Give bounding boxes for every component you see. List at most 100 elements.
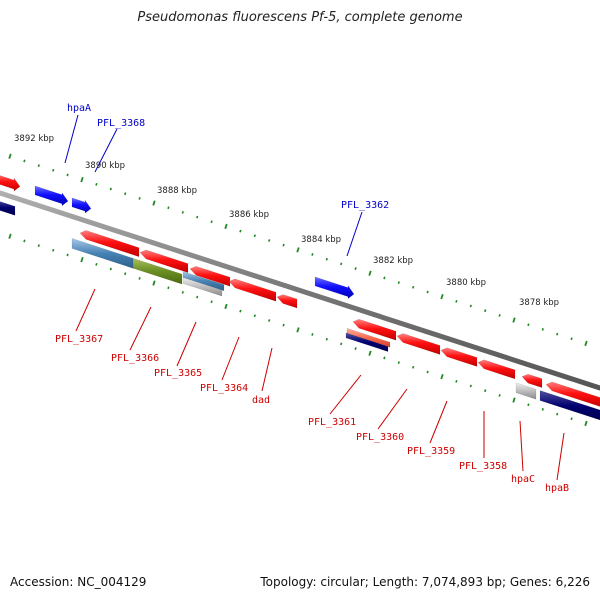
tick-row-outer	[8, 153, 588, 347]
gene-label-PFL_3362[interactable]: PFL_3362	[341, 200, 389, 211]
tick-row-inner	[8, 233, 588, 427]
gene-label-PFL_3365[interactable]: PFL_3365	[154, 368, 202, 379]
gene-PFL_3361-domain	[346, 327, 391, 348]
gene-label-PFL_3358[interactable]: PFL_3358	[459, 461, 507, 472]
minor-tick	[109, 187, 112, 191]
gene-label-hpaC[interactable]: hpaC	[511, 474, 535, 485]
minor-tick	[570, 417, 573, 421]
genome-backbone	[0, 190, 600, 391]
minor-tick	[325, 337, 328, 341]
gene-dad[interactable]	[276, 294, 298, 309]
gene-PFL_3367[interactable]	[79, 230, 140, 258]
label-connector-PFL_3366	[129, 306, 152, 351]
major-tick	[584, 420, 588, 427]
gene-hpaC-domain	[515, 382, 537, 400]
minor-tick	[498, 313, 501, 317]
gene-PFL_3365[interactable]	[182, 277, 223, 297]
label-connector-PFL_3365	[176, 321, 197, 367]
minor-tick	[282, 243, 285, 247]
scale-label: 3892 kbp	[14, 134, 54, 144]
minor-tick	[383, 276, 386, 280]
gene-label-PFL_3368[interactable]: PFL_3368	[97, 118, 145, 129]
minor-tick	[181, 211, 184, 214]
gene-label-PFL_3364[interactable]: PFL_3364	[200, 383, 248, 394]
accession-text: Accession: NC_004129	[10, 575, 147, 589]
gene-label-PFL_3359[interactable]: PFL_3359	[407, 446, 455, 457]
minor-tick	[412, 365, 415, 369]
label-connector-PFL_3359	[429, 400, 448, 444]
minor-tick	[196, 295, 199, 299]
scale-label: 3878 kbp	[519, 298, 559, 308]
map-title: Pseudomonas fluorescens Pf-5, complete g…	[137, 10, 463, 25]
minor-tick	[397, 361, 400, 364]
major-tick	[296, 247, 300, 253]
label-connector-PFL_3362	[346, 211, 363, 257]
minor-tick	[325, 257, 328, 261]
gene-hpaA[interactable]	[34, 185, 69, 207]
scale-label: 3884 kbp	[301, 235, 341, 245]
minor-tick	[253, 314, 256, 318]
minor-tick	[527, 323, 530, 327]
gene-PFL_3364-top[interactable]	[228, 278, 277, 302]
major-tick	[440, 373, 444, 380]
minor-tick	[311, 253, 314, 256]
gene-partial-left	[0, 175, 21, 192]
gene-PFL_3361-top[interactable]	[352, 318, 397, 341]
minor-tick	[52, 168, 55, 172]
minor-tick	[138, 276, 141, 280]
gene-PFL_3366-top[interactable]	[139, 249, 189, 273]
gene-label-hpaA[interactable]: hpaA	[67, 103, 91, 114]
minor-tick	[455, 299, 458, 303]
major-tick	[80, 256, 84, 263]
gene-PFL_3368[interactable]	[71, 197, 92, 214]
major-tick	[440, 293, 444, 300]
minor-tick	[181, 291, 184, 294]
minor-tick	[23, 239, 26, 243]
minor-tick	[52, 248, 55, 252]
gene-label-PFL_3361[interactable]: PFL_3361	[308, 417, 356, 428]
scale-label: 3880 kbp	[446, 278, 486, 288]
major-tick	[80, 176, 84, 183]
minor-tick	[239, 309, 242, 313]
minor-tick	[354, 267, 357, 270]
gene-hpaB-top[interactable]	[545, 381, 600, 408]
major-tick	[8, 233, 12, 239]
minor-tick	[210, 300, 213, 304]
minor-tick	[37, 244, 40, 247]
minor-tick	[469, 384, 472, 388]
minor-tick	[95, 262, 98, 266]
major-tick	[584, 340, 588, 347]
minor-tick	[167, 206, 170, 210]
gene-PFL_3360[interactable]	[396, 333, 441, 355]
gene-hpaC[interactable]	[521, 373, 543, 388]
gene-PFL_3366[interactable]	[132, 257, 183, 285]
gene-label-hpaB[interactable]: hpaB	[545, 483, 569, 494]
minor-tick	[426, 370, 429, 374]
gene-label-PFL_3360[interactable]: PFL_3360	[356, 432, 404, 443]
gene-PFL_3359[interactable]	[440, 347, 478, 367]
minor-tick	[498, 393, 501, 397]
gene-label-dad[interactable]: dad	[252, 395, 270, 406]
minor-tick	[66, 253, 69, 257]
gene-hpaB[interactable]	[539, 390, 600, 422]
label-connector-hpaA	[64, 114, 79, 164]
major-tick	[8, 153, 12, 159]
major-tick	[224, 303, 228, 310]
scale-label: 3888 kbp	[157, 186, 197, 196]
gene-PFL_3358[interactable]	[477, 359, 516, 380]
gene-PFL_3362[interactable]	[314, 276, 355, 300]
gene-label-PFL_3366[interactable]: PFL_3366	[111, 353, 159, 364]
gene-label-PFL_3367[interactable]: PFL_3367	[55, 334, 103, 345]
minor-tick	[556, 412, 559, 416]
minor-tick	[340, 342, 343, 346]
minor-tick	[455, 379, 458, 383]
genome-summary-text: Topology: circular; Length: 7,074,893 bp…	[260, 575, 590, 589]
minor-tick	[527, 403, 530, 407]
minor-tick	[196, 215, 199, 219]
gene-PFL_3361[interactable]	[345, 332, 389, 352]
scale-label: 3882 kbp	[373, 256, 413, 266]
minor-tick	[138, 196, 141, 200]
gene-PFL_3365-top[interactable]	[189, 265, 231, 287]
